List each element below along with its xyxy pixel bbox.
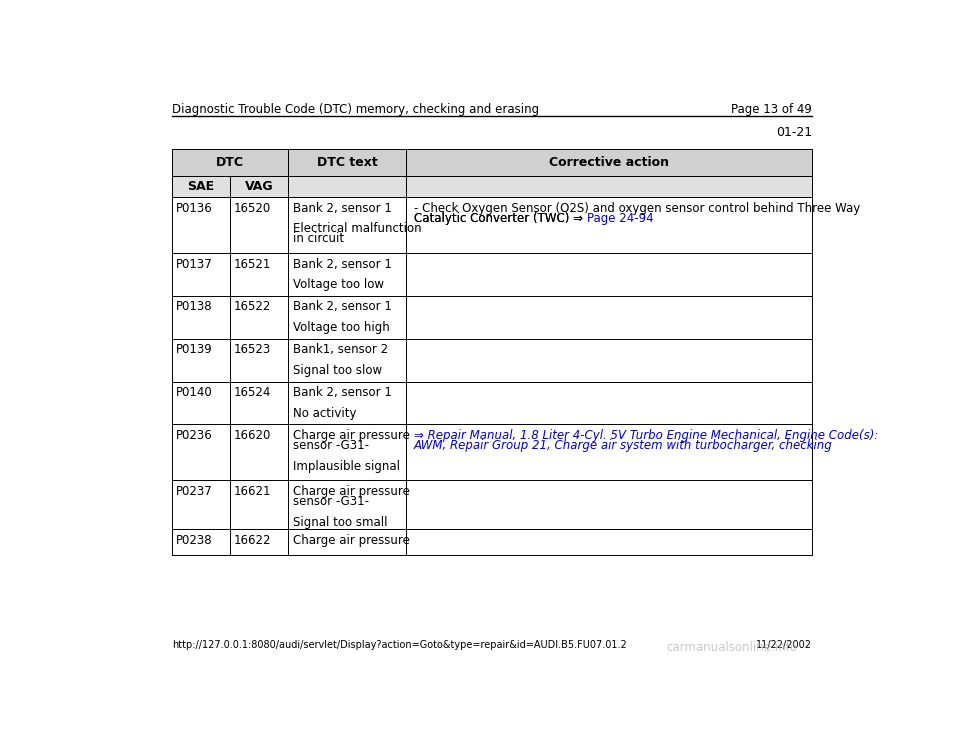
Bar: [288, 338, 406, 381]
Bar: [406, 197, 812, 253]
Text: Catalytic Converter (TWC) ⇒: Catalytic Converter (TWC) ⇒: [414, 212, 587, 225]
Bar: [406, 253, 812, 296]
Bar: [230, 381, 288, 424]
Bar: [230, 296, 288, 338]
Bar: [172, 149, 288, 176]
Bar: [406, 149, 812, 176]
Text: sensor -G31-: sensor -G31-: [293, 439, 369, 453]
Text: SAE: SAE: [187, 180, 215, 193]
Text: 01-21: 01-21: [776, 126, 812, 139]
Bar: [406, 424, 812, 480]
Text: 11/22/2002: 11/22/2002: [756, 640, 812, 650]
Text: P0137: P0137: [176, 257, 212, 271]
Text: Signal too slow: Signal too slow: [293, 364, 382, 377]
Text: P0238: P0238: [176, 533, 212, 547]
Bar: [230, 338, 288, 381]
Text: Bank1, sensor 2: Bank1, sensor 2: [293, 344, 388, 356]
Bar: [406, 480, 812, 529]
Text: Charge air pressure: Charge air pressure: [293, 485, 410, 498]
Bar: [406, 296, 812, 338]
Bar: [288, 149, 406, 176]
Text: Charge air pressure: Charge air pressure: [293, 429, 410, 442]
Text: DTC: DTC: [216, 156, 244, 169]
Text: 16520: 16520: [234, 202, 271, 214]
Text: sensor -G31-: sensor -G31-: [293, 495, 369, 508]
Bar: [230, 529, 288, 555]
Text: Bank 2, sensor 1: Bank 2, sensor 1: [293, 202, 392, 214]
Text: http://127.0.0.1:8080/audi/servlet/Display?action=Goto&type=repair&id=AUDI.B5.FU: http://127.0.0.1:8080/audi/servlet/Displ…: [172, 640, 627, 650]
Text: Charge air pressure: Charge air pressure: [293, 533, 410, 547]
Bar: [406, 529, 812, 555]
Text: No activity: No activity: [293, 407, 356, 420]
Text: Electrical malfunction: Electrical malfunction: [293, 222, 421, 235]
Bar: [230, 253, 288, 296]
Bar: [172, 296, 230, 338]
Bar: [172, 338, 230, 381]
Text: P0140: P0140: [176, 386, 212, 399]
Bar: [172, 381, 230, 424]
Text: - Check Oxygen Sensor (O2S) and oxygen sensor control behind Three Way: - Check Oxygen Sensor (O2S) and oxygen s…: [414, 202, 860, 214]
Text: Catalytic Converter (TWC) ⇒: Catalytic Converter (TWC) ⇒: [414, 212, 587, 225]
Bar: [406, 338, 812, 381]
Text: P0139: P0139: [176, 344, 212, 356]
Text: 16620: 16620: [234, 429, 272, 442]
Bar: [288, 424, 406, 480]
Text: 16524: 16524: [234, 386, 272, 399]
Bar: [288, 176, 406, 197]
Text: P0236: P0236: [176, 429, 212, 442]
Bar: [172, 176, 230, 197]
Text: P0237: P0237: [176, 485, 212, 498]
Bar: [288, 253, 406, 296]
Text: 16622: 16622: [234, 533, 272, 547]
Text: in circuit: in circuit: [293, 232, 344, 246]
Bar: [288, 197, 406, 253]
Text: carmanualsonline.info: carmanualsonline.info: [667, 640, 798, 654]
Bar: [288, 381, 406, 424]
Bar: [172, 480, 230, 529]
Text: Bank 2, sensor 1: Bank 2, sensor 1: [293, 301, 392, 313]
Text: ⇒ Repair Manual, 1.8 Liter 4-Cyl. 5V Turbo Engine Mechanical, Engine Code(s):: ⇒ Repair Manual, 1.8 Liter 4-Cyl. 5V Tur…: [414, 429, 878, 442]
Bar: [230, 480, 288, 529]
Bar: [288, 480, 406, 529]
Bar: [172, 529, 230, 555]
Text: Diagnostic Trouble Code (DTC) memory, checking and erasing: Diagnostic Trouble Code (DTC) memory, ch…: [172, 103, 540, 116]
Text: P0138: P0138: [176, 301, 212, 313]
Text: Implausible signal: Implausible signal: [293, 460, 399, 473]
Bar: [172, 424, 230, 480]
Text: Page 24-94: Page 24-94: [587, 212, 653, 225]
Text: 16523: 16523: [234, 344, 271, 356]
Bar: [172, 253, 230, 296]
Text: VAG: VAG: [245, 180, 274, 193]
Text: 16621: 16621: [234, 485, 272, 498]
Text: 16521: 16521: [234, 257, 272, 271]
Bar: [230, 424, 288, 480]
Text: Bank 2, sensor 1: Bank 2, sensor 1: [293, 386, 392, 399]
Text: AWM, Repair Group 21, Charge air system with turbocharger, checking: AWM, Repair Group 21, Charge air system …: [414, 439, 832, 453]
Bar: [288, 529, 406, 555]
Bar: [288, 296, 406, 338]
Bar: [406, 381, 812, 424]
Text: Signal too small: Signal too small: [293, 516, 387, 529]
Text: DTC text: DTC text: [317, 156, 377, 169]
Text: Page 13 of 49: Page 13 of 49: [732, 103, 812, 116]
Text: Voltage too low: Voltage too low: [293, 278, 384, 291]
Bar: [230, 176, 288, 197]
Bar: [406, 176, 812, 197]
Bar: [230, 197, 288, 253]
Text: P0136: P0136: [176, 202, 212, 214]
Text: Bank 2, sensor 1: Bank 2, sensor 1: [293, 257, 392, 271]
Text: Voltage too high: Voltage too high: [293, 321, 390, 334]
Text: Corrective action: Corrective action: [549, 156, 669, 169]
Bar: [172, 197, 230, 253]
Text: 16522: 16522: [234, 301, 272, 313]
